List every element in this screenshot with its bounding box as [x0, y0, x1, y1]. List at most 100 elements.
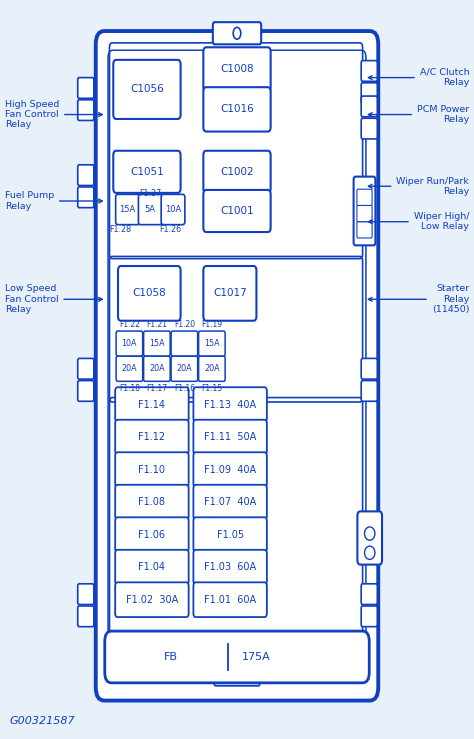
FancyBboxPatch shape: [361, 584, 377, 605]
FancyBboxPatch shape: [361, 358, 377, 379]
FancyBboxPatch shape: [78, 358, 94, 379]
Text: PCM Power
Relay: PCM Power Relay: [368, 105, 469, 124]
FancyBboxPatch shape: [116, 356, 143, 381]
FancyBboxPatch shape: [115, 582, 189, 617]
Text: Wiper Run/Park
Relay: Wiper Run/Park Relay: [368, 177, 469, 196]
Text: 15A: 15A: [149, 339, 164, 348]
FancyBboxPatch shape: [116, 331, 143, 356]
Text: F1.10: F1.10: [138, 465, 165, 474]
Text: High Speed
Fan Control
Relay: High Speed Fan Control Relay: [5, 100, 102, 129]
Text: F1.16: F1.16: [174, 384, 195, 392]
FancyBboxPatch shape: [115, 452, 189, 487]
FancyBboxPatch shape: [361, 381, 377, 401]
Text: F1.12: F1.12: [138, 432, 165, 442]
Text: C1058: C1058: [132, 288, 166, 299]
FancyBboxPatch shape: [214, 670, 260, 686]
FancyBboxPatch shape: [78, 381, 94, 401]
FancyBboxPatch shape: [115, 420, 189, 454]
Text: F1.27: F1.27: [139, 189, 161, 198]
Text: 20A: 20A: [149, 364, 164, 373]
Text: C1016: C1016: [220, 104, 254, 115]
FancyBboxPatch shape: [199, 356, 225, 381]
Text: 5A: 5A: [145, 205, 156, 214]
FancyBboxPatch shape: [115, 517, 189, 552]
FancyBboxPatch shape: [115, 485, 189, 520]
FancyBboxPatch shape: [144, 356, 170, 381]
FancyBboxPatch shape: [115, 387, 189, 422]
Text: 15A: 15A: [204, 339, 219, 348]
Text: Starter
Relay
(11450): Starter Relay (11450): [368, 285, 469, 314]
FancyBboxPatch shape: [354, 177, 375, 245]
FancyBboxPatch shape: [78, 606, 94, 627]
FancyBboxPatch shape: [78, 100, 94, 120]
FancyBboxPatch shape: [203, 190, 271, 232]
FancyBboxPatch shape: [116, 194, 139, 225]
FancyBboxPatch shape: [357, 511, 382, 565]
FancyBboxPatch shape: [113, 151, 181, 193]
FancyBboxPatch shape: [193, 452, 267, 487]
FancyBboxPatch shape: [361, 118, 377, 139]
Text: FB: FB: [164, 652, 178, 662]
FancyBboxPatch shape: [361, 83, 377, 103]
Text: F1.17: F1.17: [146, 384, 167, 392]
Text: 10A: 10A: [122, 339, 137, 348]
FancyBboxPatch shape: [78, 584, 94, 605]
Text: C1017: C1017: [213, 288, 247, 299]
Text: 20A: 20A: [122, 364, 137, 373]
Text: C1008: C1008: [220, 64, 254, 75]
FancyBboxPatch shape: [193, 420, 267, 454]
Text: F1.05: F1.05: [217, 530, 244, 539]
Text: C1001: C1001: [220, 206, 254, 216]
Text: F1.28: F1.28: [109, 225, 131, 234]
Text: 20A: 20A: [204, 364, 219, 373]
Text: G00321587: G00321587: [9, 715, 75, 726]
FancyBboxPatch shape: [161, 194, 185, 225]
FancyBboxPatch shape: [357, 222, 372, 238]
Text: F1.22: F1.22: [119, 320, 140, 329]
Text: F1.15: F1.15: [201, 384, 222, 392]
FancyBboxPatch shape: [203, 87, 271, 132]
Text: C1051: C1051: [130, 167, 164, 177]
Text: F1.06: F1.06: [138, 530, 165, 539]
Text: C1002: C1002: [220, 167, 254, 177]
FancyBboxPatch shape: [203, 266, 256, 321]
FancyBboxPatch shape: [213, 22, 261, 44]
Text: 10A: 10A: [165, 205, 181, 214]
Text: F1.13  40A: F1.13 40A: [204, 400, 256, 409]
Text: C1056: C1056: [130, 84, 164, 95]
FancyBboxPatch shape: [203, 151, 271, 193]
FancyBboxPatch shape: [144, 331, 170, 356]
Text: F1.09  40A: F1.09 40A: [204, 465, 256, 474]
Text: F1.07  40A: F1.07 40A: [204, 497, 256, 507]
FancyBboxPatch shape: [193, 517, 267, 552]
FancyBboxPatch shape: [171, 331, 198, 356]
FancyBboxPatch shape: [105, 631, 369, 683]
Text: F1.18: F1.18: [119, 384, 140, 392]
Text: F1.14: F1.14: [138, 400, 165, 409]
FancyBboxPatch shape: [118, 266, 181, 321]
FancyBboxPatch shape: [115, 550, 189, 585]
Text: F1.04: F1.04: [138, 562, 165, 572]
FancyBboxPatch shape: [361, 61, 377, 81]
FancyBboxPatch shape: [193, 485, 267, 520]
FancyBboxPatch shape: [78, 165, 94, 185]
Text: F1.19: F1.19: [201, 320, 222, 329]
FancyBboxPatch shape: [357, 189, 372, 205]
Text: F1.03  60A: F1.03 60A: [204, 562, 256, 572]
FancyBboxPatch shape: [357, 205, 372, 222]
FancyBboxPatch shape: [78, 78, 94, 98]
Text: Wiper High/
Low Relay: Wiper High/ Low Relay: [368, 212, 469, 231]
FancyBboxPatch shape: [171, 356, 198, 381]
Text: A/C Clutch
Relay: A/C Clutch Relay: [368, 68, 469, 87]
FancyBboxPatch shape: [96, 31, 378, 701]
Text: 175A: 175A: [242, 652, 270, 662]
FancyBboxPatch shape: [193, 582, 267, 617]
FancyBboxPatch shape: [193, 387, 267, 422]
FancyBboxPatch shape: [203, 47, 271, 92]
Text: F1.01  60A: F1.01 60A: [204, 595, 256, 605]
FancyBboxPatch shape: [193, 550, 267, 585]
FancyBboxPatch shape: [78, 187, 94, 208]
Text: F1.26: F1.26: [160, 225, 182, 234]
FancyBboxPatch shape: [199, 331, 225, 356]
FancyBboxPatch shape: [361, 606, 377, 627]
